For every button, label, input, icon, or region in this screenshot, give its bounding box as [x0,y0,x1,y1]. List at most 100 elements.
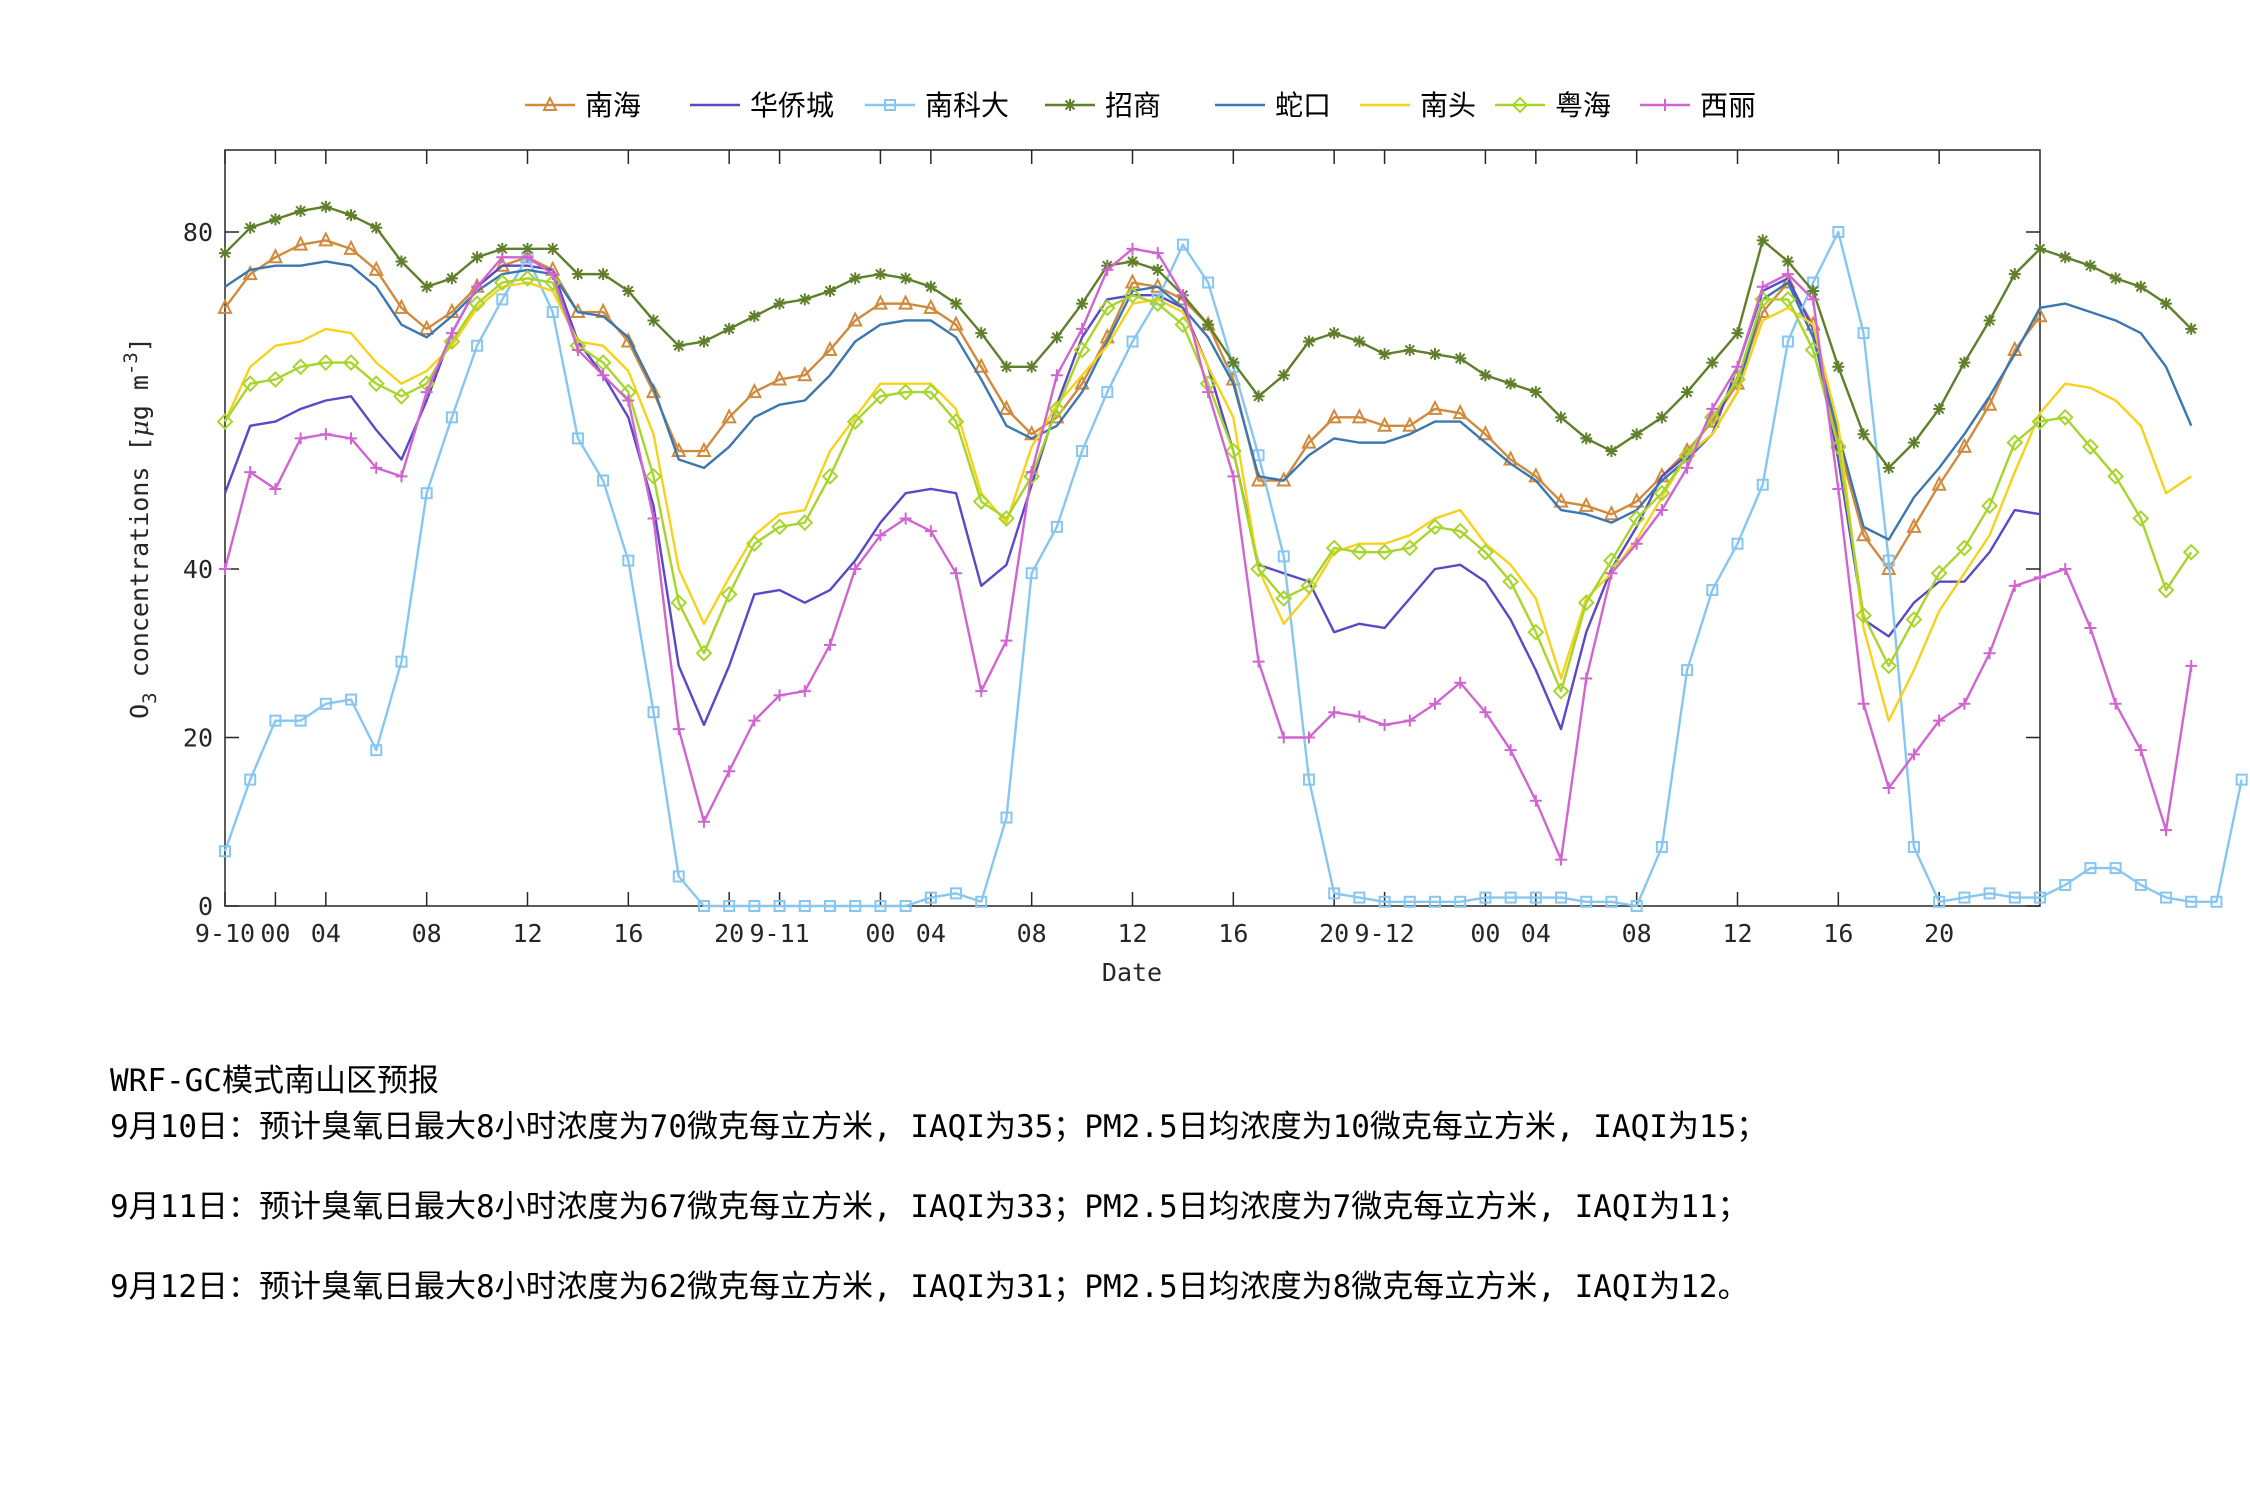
data-point [648,314,660,326]
data-point [1984,314,1996,326]
data-point [1303,336,1315,348]
legend-marker [1659,99,1671,111]
legend-marker [1064,99,1076,111]
data-point [1858,428,1870,440]
data-point [471,251,483,263]
data-point [345,209,357,221]
data-point [2084,622,2096,634]
data-point [2084,260,2096,272]
x-tick-label: 9-12 [1354,919,1414,948]
data-point [421,281,433,293]
y-label-o: O [125,704,154,719]
x-tick-label: 04 [1521,919,1551,948]
data-point [1782,255,1794,267]
x-tick-label: 20 [1319,919,1349,948]
data-point [1883,462,1895,474]
data-point [1152,247,1164,259]
data-point [799,685,811,697]
notes-line-1: 9月10日：预计臭氧日最大8小时浓度为70微克每立方米, IAQI为35；PM2… [110,1104,1767,1150]
data-point [2059,563,2071,575]
notes-heading: WRF-GC模式南山区预报 [110,1058,1767,1104]
data-point [1353,336,1365,348]
data-point [1278,732,1290,744]
data-point [824,285,836,297]
legend-label: 南头 [1420,89,1476,122]
data-point [2034,571,2046,583]
data-point [1732,327,1744,339]
data-point [320,428,332,440]
data-point [1000,635,1012,647]
legend-label: 华侨城 [750,89,834,122]
legend-item: 招商 [1045,89,1161,122]
data-point [1202,319,1214,331]
data-point [269,213,281,225]
series-layer [218,201,2247,911]
data-point [2059,251,2071,263]
x-tick-label: 08 [1622,919,1652,948]
data-point [395,255,407,267]
legend: 南海华侨城南科大招商蛇口南头粤海西丽 [525,89,1756,122]
data-point [1328,327,1340,339]
data-point [1026,361,1038,373]
o3-line-chart: 南海华侨城南科大招商蛇口南头粤海西丽 02040809-100004081216… [0,0,2250,1040]
data-point [244,222,256,234]
data-point [1253,656,1265,668]
y-tick-label: 0 [198,892,213,921]
y-label-sup: -3 [120,352,142,375]
data-point [1555,411,1567,423]
data-point [1051,331,1063,343]
data-point [2160,298,2172,310]
data-point [723,323,735,335]
data-point [900,272,912,284]
y-label-close: ] [125,337,154,352]
data-point [1757,234,1769,246]
series-1 [219,233,2046,574]
data-point [1000,361,1012,373]
x-tick-label: 00 [1470,919,1500,948]
data-point [950,298,962,310]
y-label-rest: concentrations [ [125,436,154,692]
data-point [1631,428,1643,440]
data-point [1379,348,1391,360]
data-point [1127,255,1139,267]
legend-item: 西丽 [1640,89,1756,122]
data-point [1353,710,1365,722]
data-point [1681,386,1693,398]
legend-label: 南海 [585,89,641,122]
series-line [225,278,2191,691]
data-point [1454,352,1466,364]
legend-item: 南头 [1360,89,1476,122]
series-5 [225,261,2191,539]
data-point [597,268,609,280]
y-tick-label: 80 [183,218,213,247]
data-point [2185,323,2197,335]
x-tick-label: 16 [613,919,643,948]
data-point [1530,795,1542,807]
x-tick-label: 12 [1722,919,1752,948]
data-point [219,247,231,259]
data-point [1656,411,1668,423]
data-point [2160,824,2172,836]
legend-label: 招商 [1105,89,1161,122]
data-point [1933,403,1945,415]
forecast-notes: WRF-GC模式南山区预报 9月10日：预计臭氧日最大8小时浓度为70微克每立方… [110,1058,1767,1310]
x-tick-label: 00 [260,919,290,948]
legend-label: 西丽 [1700,89,1756,122]
data-point [975,685,987,697]
x-tick-label: 00 [865,919,895,948]
x-tick-label: 16 [1823,919,1853,948]
data-point [2110,272,2122,284]
data-point [925,525,937,537]
legend-label: 蛇口 [1275,89,1331,122]
y-label-sub: 3 [139,692,161,703]
data-point [1227,357,1239,369]
data-point [1984,647,1996,659]
legend-item: 南海 [525,89,641,122]
data-point [1051,369,1063,381]
data-point [2110,698,2122,710]
data-point [370,222,382,234]
series-line [225,261,2191,539]
data-point [547,243,559,255]
data-point [799,293,811,305]
data-point [1278,369,1290,381]
